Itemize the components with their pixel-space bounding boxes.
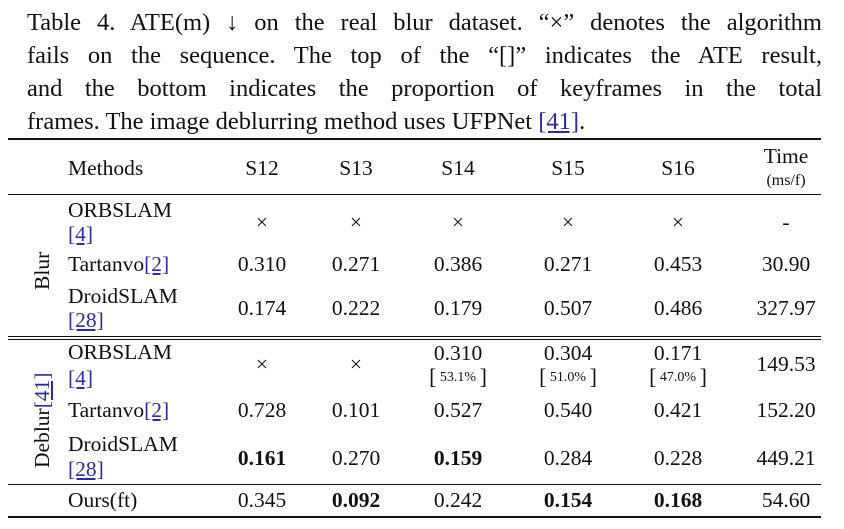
cell-ours-s13: 0.092 bbox=[331, 488, 381, 512]
header-rule bbox=[8, 194, 821, 195]
keyframe-ratio-s16: [ 47.0% ] bbox=[649, 364, 707, 389]
cell-blur-tartanvo-time: 30.90 bbox=[761, 252, 811, 276]
cell-ours-s15: 0.154 bbox=[543, 488, 593, 512]
row-deblur-orbslam-cite[interactable]: [4] bbox=[68, 366, 94, 390]
header-s14: S14 bbox=[441, 156, 475, 180]
cell-deblur-tartanvo-s14: 0.527 bbox=[433, 398, 483, 422]
caption-line-1: Table 4. ATE(m) ↓ on the real blur datas… bbox=[27, 9, 822, 36]
keyframe-ratio-s14: [ 53.1% ] bbox=[429, 364, 487, 389]
group-label-deblur-text: Deblur bbox=[30, 408, 54, 468]
caption-line-4-text: frames. The image deblurring method uses… bbox=[27, 108, 539, 135]
cell-deblur-tartanvo-s13: 0.101 bbox=[331, 398, 381, 422]
cell-blur-orbslam-s16: × bbox=[671, 210, 685, 234]
cell-deblur-orbslam-s15: 0.304 bbox=[543, 341, 593, 365]
bottom-rule bbox=[8, 516, 821, 518]
top-rule bbox=[8, 138, 821, 140]
cell-deblur-droid-time: 449.21 bbox=[756, 446, 816, 470]
cell-deblur-orbslam-s14: 0.310 bbox=[433, 341, 483, 365]
cell-blur-orbslam-s14: × bbox=[451, 210, 465, 234]
header-time-unit: (ms/f) bbox=[766, 172, 806, 189]
cell-blur-orbslam-s13: × bbox=[349, 210, 363, 234]
row-ours-name: Ours(ft) bbox=[68, 488, 138, 512]
row-deblur-tartanvo-cite[interactable]: [2] bbox=[144, 398, 170, 422]
row-blur-droid-cite[interactable]: [28] bbox=[68, 308, 104, 332]
group-rule-upper bbox=[8, 336, 821, 337]
header-s16: S16 bbox=[661, 156, 695, 180]
cell-blur-droid-s12: 0.174 bbox=[237, 296, 287, 320]
caption-line-4-end: . bbox=[579, 108, 586, 135]
cell-ours-s14: 0.242 bbox=[433, 488, 483, 512]
cell-blur-tartanvo-s13: 0.271 bbox=[331, 252, 381, 276]
cell-blur-tartanvo-s12: 0.310 bbox=[237, 252, 287, 276]
header-methods: Methods bbox=[68, 156, 144, 180]
cell-deblur-tartanvo-s15: 0.540 bbox=[543, 398, 593, 422]
row-deblur-tartanvo-name: Tartanvo[2] bbox=[68, 398, 169, 423]
cell-blur-droid-s13: 0.222 bbox=[331, 296, 381, 320]
caption-cite-link[interactable]: [41] bbox=[538, 108, 580, 135]
row-deblur-tartanvo-label: Tartanvo bbox=[68, 398, 145, 422]
cell-deblur-tartanvo-s12: 0.728 bbox=[237, 398, 287, 422]
caption-line-4: frames. The image deblurring method uses… bbox=[27, 105, 822, 138]
keyframe-ratio-s14-value: 53.1% bbox=[439, 370, 477, 385]
row-blur-orbslam-cite[interactable]: [4] bbox=[68, 222, 94, 246]
cell-deblur-droid-s12: 0.161 bbox=[237, 446, 287, 470]
row-deblur-orbslam-name: ORBSLAM bbox=[68, 340, 172, 364]
cell-blur-droid-s16: 0.486 bbox=[653, 296, 703, 320]
keyframe-ratio-s16-value: 47.0% bbox=[659, 370, 697, 385]
row-blur-tartanvo-label: Tartanvo bbox=[68, 252, 145, 276]
cell-blur-tartanvo-s15: 0.271 bbox=[543, 252, 593, 276]
cell-deblur-droid-s14: 0.159 bbox=[433, 446, 483, 470]
table-caption: Table 4. ATE(m) ↓ on the real blur datas… bbox=[27, 6, 822, 138]
caption-line-2: fails on the sequence. The top of the “[… bbox=[27, 42, 822, 69]
caption-line-3: and the bottom indicates the proportion … bbox=[27, 75, 822, 102]
cell-ours-time: 54.60 bbox=[761, 488, 811, 512]
header-s13: S13 bbox=[339, 156, 373, 180]
cell-deblur-droid-s15: 0.284 bbox=[543, 446, 593, 470]
row-blur-droid-name: DroidSLAM bbox=[68, 284, 178, 308]
row-blur-tartanvo-name: Tartanvo[2] bbox=[68, 252, 169, 277]
cell-blur-droid-s15: 0.507 bbox=[543, 296, 593, 320]
row-deblur-droid-name: DroidSLAM bbox=[68, 432, 178, 456]
group-label-deblur: Deblur[41] bbox=[30, 372, 55, 468]
row-blur-orbslam-name: ORBSLAM bbox=[68, 198, 172, 222]
cell-blur-orbslam-time: - bbox=[782, 210, 790, 234]
cell-blur-orbslam-s15: × bbox=[561, 210, 575, 234]
cell-deblur-orbslam-s13: × bbox=[349, 352, 363, 376]
header-time: Time bbox=[763, 144, 809, 168]
cell-deblur-orbslam-time: 149.53 bbox=[756, 352, 816, 376]
group-deblur-cite[interactable]: [41] bbox=[30, 372, 54, 409]
cell-deblur-droid-s16: 0.228 bbox=[653, 446, 703, 470]
cell-ours-s16: 0.168 bbox=[653, 488, 703, 512]
keyframe-ratio-s15: [ 51.0% ] bbox=[539, 364, 597, 389]
cell-blur-orbslam-s12: × bbox=[255, 210, 269, 234]
cell-blur-tartanvo-s16: 0.453 bbox=[653, 252, 703, 276]
keyframe-ratio-s15-value: 51.0% bbox=[549, 370, 587, 385]
row-deblur-droid-cite[interactable]: [28] bbox=[68, 457, 104, 481]
cell-blur-tartanvo-s14: 0.386 bbox=[433, 252, 483, 276]
group-rule-lower bbox=[8, 339, 821, 340]
cell-ours-s12: 0.345 bbox=[237, 488, 287, 512]
cell-deblur-orbslam-s12: × bbox=[255, 352, 269, 376]
cell-deblur-tartanvo-s16: 0.421 bbox=[653, 398, 703, 422]
cell-deblur-droid-s13: 0.270 bbox=[331, 446, 381, 470]
header-s15: S15 bbox=[551, 156, 585, 180]
header-s12: S12 bbox=[245, 156, 279, 180]
cell-blur-droid-s14: 0.179 bbox=[433, 296, 483, 320]
row-blur-tartanvo-cite[interactable]: [2] bbox=[144, 252, 170, 276]
cell-deblur-orbslam-s16: 0.171 bbox=[653, 341, 703, 365]
cell-blur-droid-time: 327.97 bbox=[756, 296, 816, 320]
cell-deblur-tartanvo-time: 152.20 bbox=[756, 398, 816, 422]
group-label-blur: Blur bbox=[30, 251, 54, 290]
ours-rule bbox=[8, 484, 821, 485]
